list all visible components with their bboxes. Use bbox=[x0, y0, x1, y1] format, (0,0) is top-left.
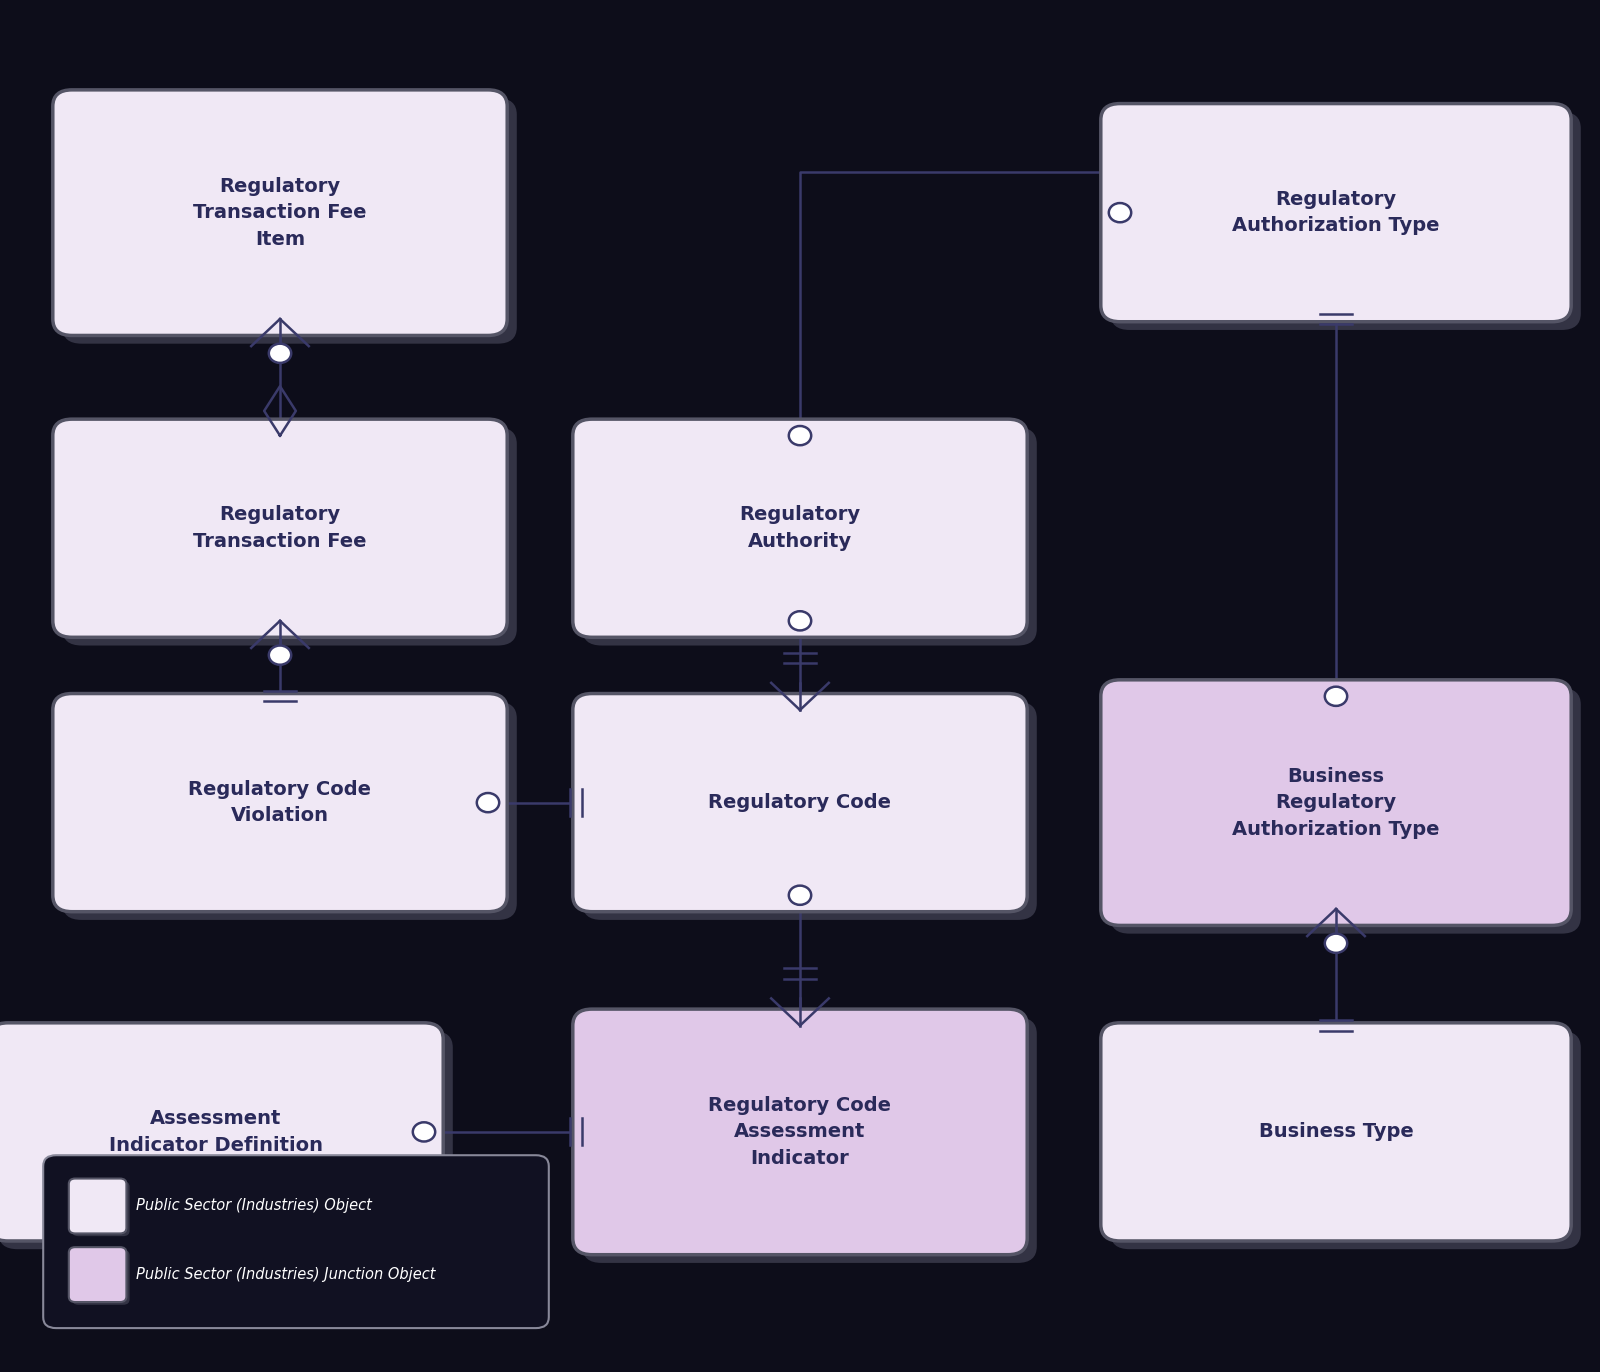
Text: Public Sector (Industries) Junction Object: Public Sector (Industries) Junction Obje… bbox=[136, 1268, 435, 1281]
Circle shape bbox=[789, 886, 811, 906]
FancyBboxPatch shape bbox=[72, 1181, 130, 1236]
FancyBboxPatch shape bbox=[72, 1250, 130, 1305]
FancyBboxPatch shape bbox=[1101, 1024, 1571, 1240]
Text: Business Type: Business Type bbox=[1259, 1122, 1413, 1142]
Text: Regulatory Code
Violation: Regulatory Code Violation bbox=[189, 779, 371, 826]
Text: Assessment
Indicator Definition: Assessment Indicator Definition bbox=[109, 1109, 323, 1155]
Circle shape bbox=[269, 344, 291, 364]
Text: Regulatory
Transaction Fee
Item: Regulatory Transaction Fee Item bbox=[194, 177, 366, 248]
FancyBboxPatch shape bbox=[0, 1032, 453, 1249]
Text: Regulatory
Authorization Type: Regulatory Authorization Type bbox=[1232, 189, 1440, 236]
Circle shape bbox=[789, 425, 811, 445]
Text: Regulatory
Authority: Regulatory Authority bbox=[739, 505, 861, 552]
FancyBboxPatch shape bbox=[573, 420, 1027, 637]
FancyBboxPatch shape bbox=[582, 1018, 1037, 1262]
FancyBboxPatch shape bbox=[1101, 104, 1571, 322]
FancyBboxPatch shape bbox=[62, 428, 517, 646]
FancyBboxPatch shape bbox=[69, 1179, 126, 1233]
Text: Regulatory Code: Regulatory Code bbox=[709, 793, 891, 812]
Text: Regulatory Code
Assessment
Indicator: Regulatory Code Assessment Indicator bbox=[709, 1096, 891, 1168]
Circle shape bbox=[1325, 687, 1347, 707]
Circle shape bbox=[1109, 203, 1131, 222]
Circle shape bbox=[789, 612, 811, 631]
FancyBboxPatch shape bbox=[573, 1010, 1027, 1254]
FancyBboxPatch shape bbox=[53, 694, 507, 912]
FancyBboxPatch shape bbox=[1110, 113, 1581, 331]
FancyBboxPatch shape bbox=[69, 1247, 126, 1302]
Circle shape bbox=[269, 646, 291, 665]
FancyBboxPatch shape bbox=[582, 702, 1037, 921]
FancyBboxPatch shape bbox=[582, 428, 1037, 646]
Circle shape bbox=[477, 793, 499, 812]
FancyBboxPatch shape bbox=[0, 1024, 443, 1240]
FancyBboxPatch shape bbox=[573, 694, 1027, 912]
FancyBboxPatch shape bbox=[53, 91, 507, 336]
Circle shape bbox=[1325, 934, 1347, 954]
FancyBboxPatch shape bbox=[62, 99, 517, 344]
FancyBboxPatch shape bbox=[62, 702, 517, 921]
FancyBboxPatch shape bbox=[53, 420, 507, 637]
FancyBboxPatch shape bbox=[1110, 1032, 1581, 1249]
FancyBboxPatch shape bbox=[43, 1155, 549, 1328]
Text: Regulatory
Transaction Fee: Regulatory Transaction Fee bbox=[194, 505, 366, 552]
FancyBboxPatch shape bbox=[1101, 681, 1571, 926]
Text: Public Sector (Industries) Object: Public Sector (Industries) Object bbox=[136, 1199, 371, 1213]
Circle shape bbox=[413, 1122, 435, 1142]
FancyBboxPatch shape bbox=[1110, 689, 1581, 934]
Text: Business
Regulatory
Authorization Type: Business Regulatory Authorization Type bbox=[1232, 767, 1440, 838]
